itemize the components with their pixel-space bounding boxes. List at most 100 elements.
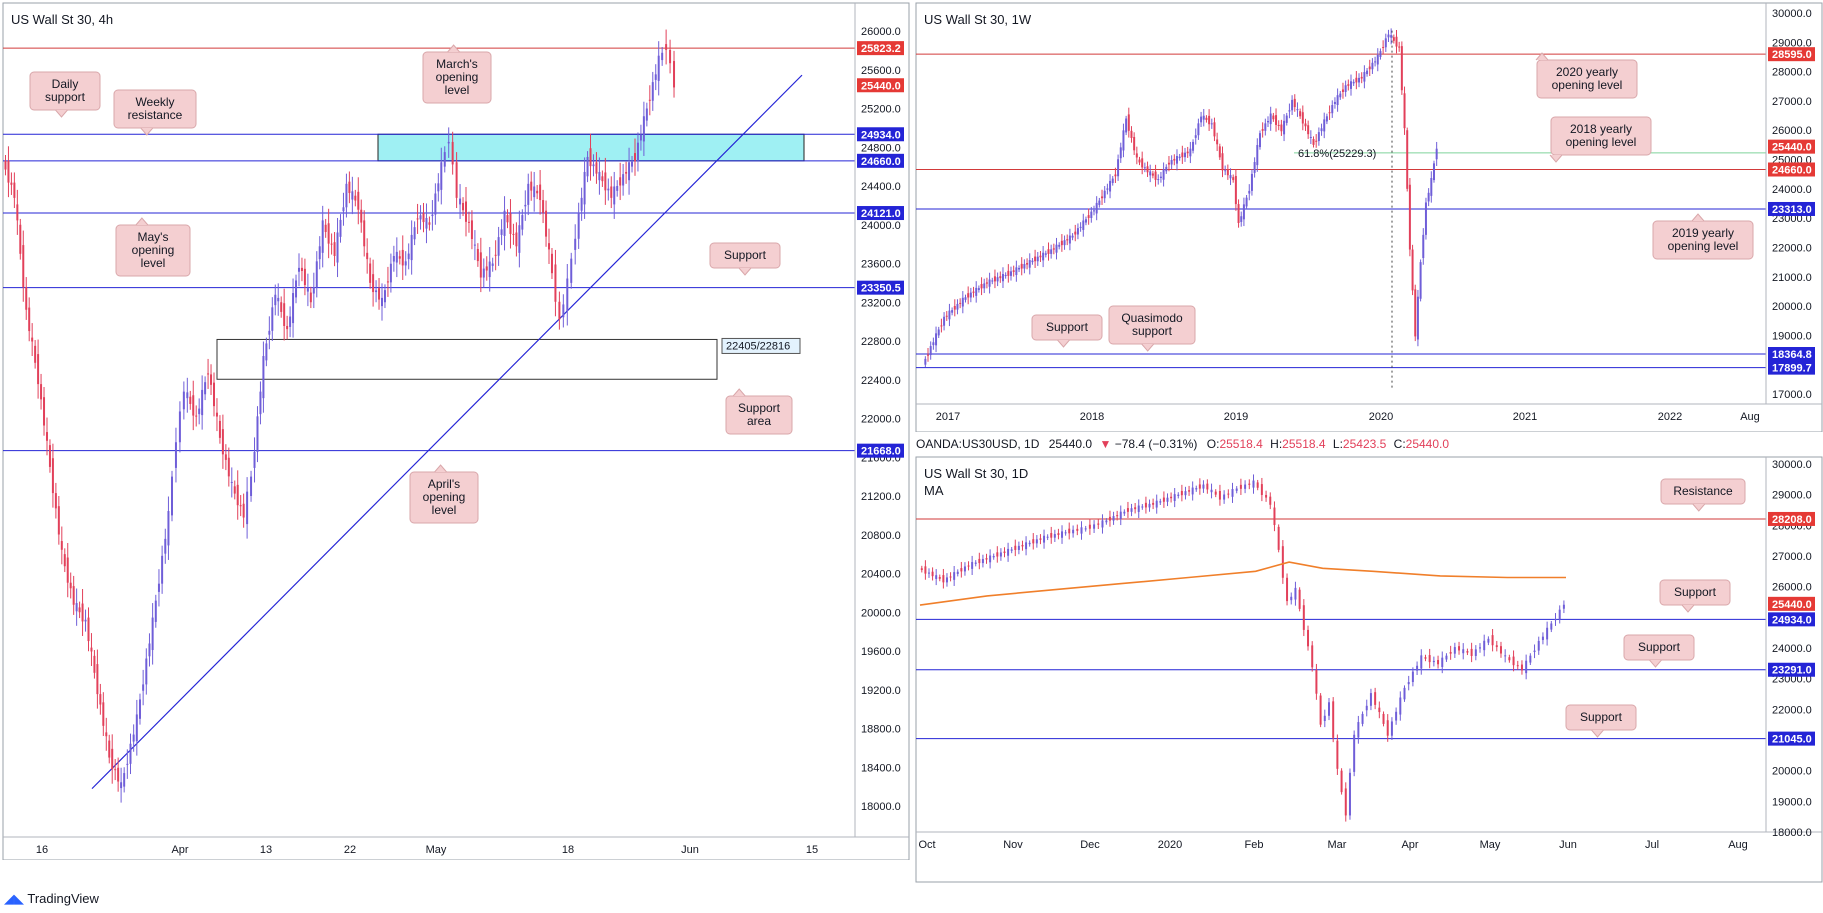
candle-body	[1474, 649, 1477, 656]
candle-body	[1044, 253, 1047, 255]
candle-body	[996, 552, 999, 557]
candle-body	[1088, 524, 1091, 529]
candle-body	[473, 244, 476, 246]
candle-body	[1004, 274, 1007, 277]
candle-body	[548, 243, 551, 250]
candle-body	[1097, 523, 1100, 525]
level-label: 25440.0	[861, 80, 901, 92]
callout-resistance[interactable]: Resistance	[1660, 478, 1746, 512]
y-tick-label: 24000.0	[1772, 643, 1812, 655]
candle-body	[1076, 228, 1079, 235]
candle-body	[1143, 167, 1146, 169]
callout-support-1[interactable]: Support	[1659, 579, 1731, 613]
y-tick-label: 24800.0	[861, 142, 901, 154]
candle-body	[1162, 169, 1165, 180]
candle-body	[983, 283, 986, 289]
candle-body	[1387, 34, 1390, 38]
chart-daily[interactable]: US Wall St 30, 1D MA 18000.0 19000.0 20000…	[914, 454, 1823, 913]
candle-body	[512, 233, 515, 235]
candle-body	[503, 210, 506, 236]
callout-box	[1659, 579, 1731, 606]
candle-body	[985, 282, 988, 284]
y-tick-label: 27000.0	[1772, 551, 1812, 563]
candle-body	[221, 429, 224, 455]
y-tick-label: 18000.0	[1772, 827, 1812, 839]
candle-body	[132, 734, 135, 742]
level-label: 25440.0	[1772, 599, 1812, 611]
candle-body	[178, 411, 181, 443]
candle-body	[198, 408, 201, 415]
candle-body	[945, 315, 948, 317]
chart-title: US Wall St 30, 1D	[924, 466, 1028, 481]
candle-body	[1237, 204, 1240, 223]
candle-body	[274, 294, 277, 306]
candle-body	[1435, 148, 1438, 160]
symbol-header: OANDA:US30USD, 1D 25440.0 ▼ −78.4 (−0.31…	[916, 437, 1449, 451]
chart-4h[interactable]: US Wall St 30, 4h 22405/22816 18000.0 1840…	[0, 0, 912, 860]
candle-body	[1109, 180, 1112, 192]
candle-body	[1258, 133, 1261, 148]
candle-body	[1395, 711, 1398, 721]
candle-body	[348, 181, 351, 194]
candle-body	[980, 284, 983, 289]
candle-body	[1445, 655, 1448, 660]
candle-body	[1400, 46, 1403, 91]
callout-support[interactable]: Support	[709, 242, 781, 276]
candle-body	[1072, 529, 1075, 534]
candle-body	[1281, 546, 1284, 578]
candle-body	[96, 664, 99, 695]
candle-body	[940, 325, 943, 327]
candle-body	[1365, 705, 1368, 711]
candle-body	[1403, 687, 1406, 700]
callout-support[interactable]: Support	[1031, 314, 1103, 348]
candle-body	[1239, 484, 1242, 489]
candle-body	[1206, 483, 1209, 490]
callout-support-3[interactable]: Support	[1565, 704, 1637, 738]
callout-support-2[interactable]: Support	[1623, 634, 1695, 668]
candle-body	[967, 293, 970, 298]
candle-body	[345, 183, 348, 208]
candle-body	[378, 288, 381, 300]
candle-body	[1340, 770, 1343, 793]
callout-text: opening level	[1552, 78, 1623, 92]
callout-pointer	[434, 464, 447, 473]
candle-body	[1361, 713, 1364, 724]
callout-text: opening	[423, 490, 466, 504]
y-tick-label: 20000.0	[861, 607, 901, 619]
level-tag	[857, 127, 904, 142]
candle-body	[1466, 651, 1469, 653]
open-value: 25518.4	[1219, 437, 1263, 451]
level-label: 25823.2	[861, 43, 901, 55]
candle-body	[63, 554, 66, 567]
candle-body	[265, 343, 268, 361]
candle-body	[589, 148, 592, 167]
candle-body	[54, 493, 57, 509]
x-tick-label: 2021	[1513, 411, 1537, 423]
candle-body	[1134, 507, 1137, 510]
candle-body	[1050, 533, 1053, 538]
candle-body	[246, 491, 249, 525]
candle-body	[1224, 170, 1227, 172]
candle-body	[465, 201, 467, 222]
chart-weekly[interactable]: US Wall St 30, 1W 61.8%(25229.3) 17000.0 1…	[914, 0, 1823, 432]
candle-body	[1137, 505, 1140, 512]
candle-body	[963, 566, 966, 572]
candle-body	[45, 432, 48, 441]
candle-body	[1437, 659, 1440, 665]
candle-body	[967, 565, 970, 567]
callout-text: Weekly	[135, 95, 174, 109]
tradingview-logo[interactable]: ◢◣ TradingView	[4, 891, 99, 907]
candle-body	[422, 213, 425, 223]
candle-body	[1227, 493, 1230, 495]
level-tag	[857, 443, 904, 458]
